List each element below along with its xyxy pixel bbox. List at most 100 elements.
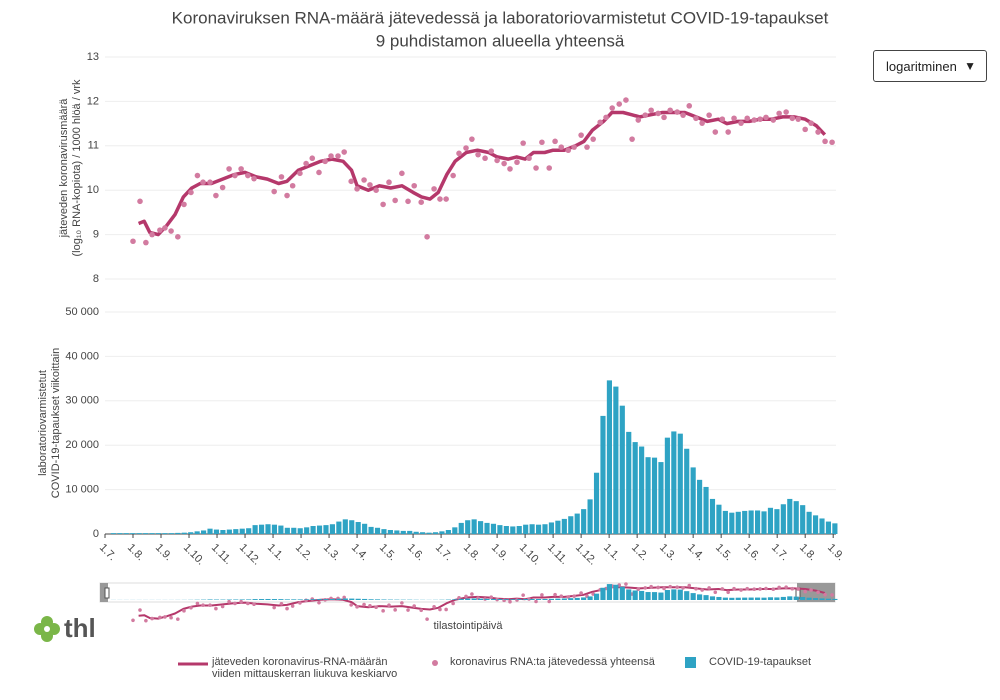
rna-point — [373, 187, 379, 193]
rna-point — [213, 192, 219, 199]
case-bar — [677, 433, 683, 534]
case-bar — [755, 510, 761, 534]
rna-point — [789, 115, 796, 122]
case-bar — [387, 530, 393, 534]
mini-rna-point — [432, 605, 436, 609]
rna-point — [175, 234, 181, 240]
case-bar — [420, 532, 426, 534]
mini-rna-point — [406, 608, 410, 612]
case-bar — [175, 532, 181, 534]
y-tick-label: 11 — [88, 140, 99, 152]
mini-rna-point — [771, 587, 776, 591]
rna-point — [629, 136, 635, 142]
legend-label: koronavirus RNA:ta jätevedessä yhteensä — [450, 656, 655, 668]
rna-point — [744, 115, 751, 122]
mini-rna-point — [349, 603, 353, 607]
mini-rna-point — [464, 594, 468, 599]
case-bar — [110, 533, 116, 534]
mini-case-bar — [613, 584, 619, 600]
legend-item[interactable]: jäteveden koronavirus-RNA-määrän viiden … — [178, 656, 412, 680]
mini-rna-point — [790, 586, 795, 591]
rna-point — [693, 115, 699, 122]
mini-rna-point — [559, 594, 564, 598]
legend-swatch — [178, 662, 208, 666]
case-bar — [130, 533, 136, 534]
case-bar — [194, 531, 200, 534]
case-bar — [484, 522, 490, 534]
rna-point — [341, 149, 347, 155]
x-tick-label: 1.9. — [825, 542, 846, 563]
case-bar — [658, 462, 664, 534]
mini-case-bar — [458, 598, 464, 600]
case-bar — [806, 511, 812, 534]
rna-point — [578, 132, 584, 138]
rna-point — [130, 238, 136, 245]
case-bar — [271, 524, 278, 534]
dropdown[interactable]: logaritminen ▼ — [873, 50, 987, 82]
mini-rna-point — [707, 586, 711, 590]
rna-point — [520, 140, 526, 146]
case-bar — [581, 509, 587, 534]
mini-case-bar — [523, 599, 529, 600]
mini-rna-point — [470, 592, 474, 596]
legend-item[interactable]: COVID-19-tapaukset — [683, 656, 811, 670]
case-bar — [606, 380, 612, 534]
y-tick-label: 30 000 — [65, 395, 99, 407]
mini-rna-point — [816, 590, 820, 595]
mini-case-bar — [310, 599, 316, 600]
x-tick-label: 1.4. — [685, 542, 706, 563]
x-tick-label: 1.6. — [741, 542, 762, 563]
case-bar — [400, 530, 406, 534]
legend-label: COVID-19-tapaukset — [709, 656, 812, 668]
case-bar — [490, 523, 497, 534]
mini-case-bar — [381, 599, 387, 600]
mini-rna-point — [566, 595, 571, 599]
mini-rna-point — [438, 607, 442, 612]
legend-item[interactable]: koronavirus RNA:ta jätevedessä yhteensä — [428, 656, 655, 670]
x-tick-label: 1.6. — [405, 542, 426, 563]
rna-point — [776, 110, 782, 117]
mini-rna-point — [624, 582, 628, 586]
mini-rna-point — [823, 592, 827, 597]
mini-case-bar — [291, 599, 297, 600]
case-bar — [742, 510, 748, 534]
mini-case-bar — [535, 599, 542, 600]
rna-point — [367, 182, 373, 188]
mini-rna-point — [649, 584, 653, 589]
mini-rna-point — [720, 587, 725, 591]
mini-case-bar — [362, 598, 368, 600]
mini-rna-point — [803, 589, 807, 594]
mini-case-bar — [806, 597, 812, 600]
mini-case-bar — [684, 591, 690, 600]
x-tick-label: 1.8. — [125, 542, 146, 563]
mini-case-bar — [774, 597, 780, 600]
case-bar — [774, 509, 780, 534]
mini-case-bar — [252, 599, 258, 600]
rna-point — [361, 177, 367, 183]
mini-rna-point — [681, 586, 685, 590]
case-bar — [619, 405, 625, 534]
chart-title: Koronaviruksen RNA-määrä jätevedessä ja … — [172, 8, 829, 27]
rna-point — [386, 179, 392, 186]
case-bar — [471, 519, 477, 534]
mini-case-bar — [478, 598, 484, 600]
y-axis-label: COVID-19-tapaukset viikoittain — [50, 348, 62, 498]
rna-point — [546, 165, 553, 171]
case-bar — [407, 530, 413, 534]
mini-case-bar — [761, 597, 767, 600]
range-handle[interactable] — [104, 587, 110, 599]
case-bar — [213, 529, 220, 534]
case-bar — [535, 524, 542, 534]
mini-rna-point — [285, 606, 289, 611]
mini-case-bar — [593, 593, 600, 600]
rna-point — [558, 144, 565, 150]
x-tick-label: 1.8. — [797, 542, 818, 563]
case-bar — [748, 510, 754, 534]
rna-point — [157, 227, 163, 233]
rna-point — [763, 114, 769, 121]
rna-point — [303, 160, 309, 167]
rna-point — [328, 153, 334, 159]
mini-rna-point — [764, 586, 768, 591]
case-bar — [787, 498, 793, 534]
